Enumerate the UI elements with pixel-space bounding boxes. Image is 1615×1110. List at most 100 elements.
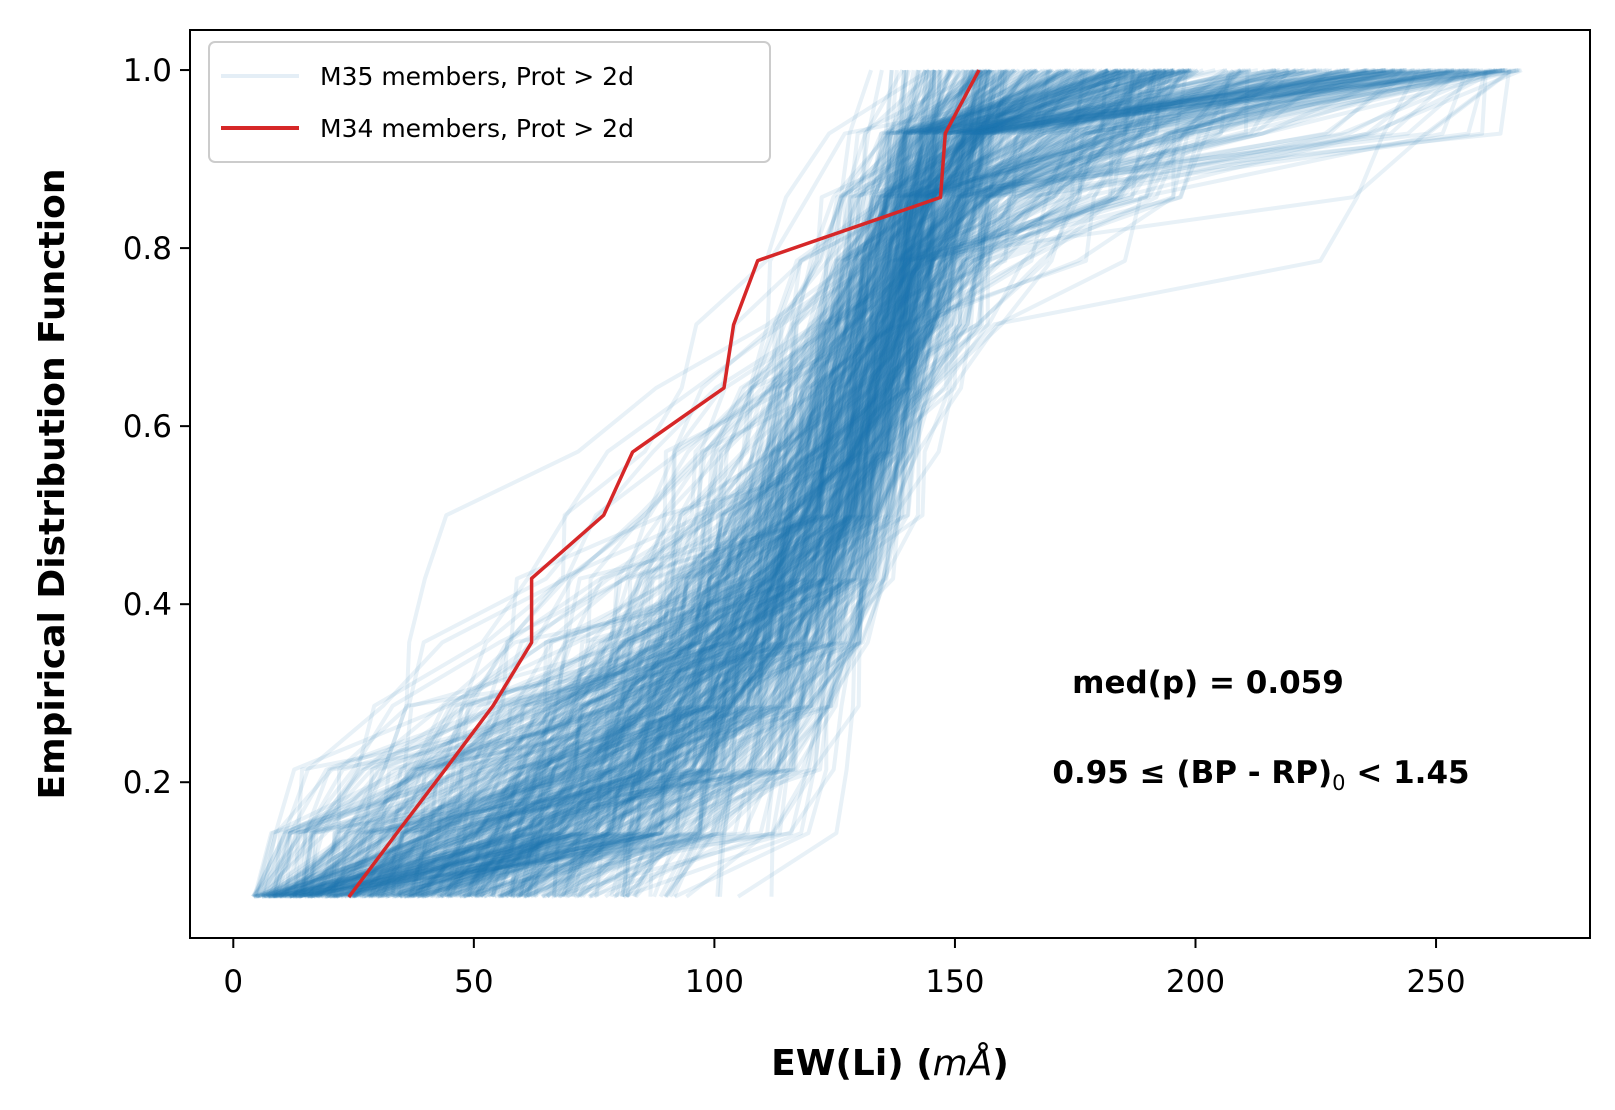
m35-sample-line <box>282 68 1167 899</box>
m35-sample-line <box>332 69 1141 899</box>
m35-sample-line <box>521 68 1136 898</box>
m35-sample-line <box>261 68 1182 899</box>
m35-sample-line <box>344 69 981 899</box>
m35-sample-line <box>410 68 1085 899</box>
m35-sample-line <box>317 69 968 899</box>
m35-sample-line <box>504 68 1190 899</box>
m35-sample-line <box>498 68 1110 899</box>
m35-sample-line <box>357 68 1451 899</box>
m35-sample-line <box>333 69 905 897</box>
m35-sample-line <box>266 68 1333 899</box>
m35-sample-line <box>313 68 981 898</box>
m35-sample-line <box>503 68 1119 898</box>
m35-sample-line <box>325 69 981 899</box>
m35-sample-line <box>522 68 1377 899</box>
m35-sample-line <box>513 68 1320 898</box>
m35-sample-line <box>287 68 1342 899</box>
m35-sample-line <box>304 68 1376 899</box>
m35-sample-line <box>444 68 1120 898</box>
m35-sample-line <box>604 68 1145 899</box>
m35-sample-line <box>273 68 1281 899</box>
m35-sample-line <box>350 68 1191 899</box>
m35-sample-line <box>433 69 945 899</box>
m35-sample-line <box>308 69 989 899</box>
m35-sample-line <box>255 68 1163 899</box>
annotation-subscript: 0 <box>1332 771 1345 795</box>
m35-sample-line <box>342 68 1015 899</box>
m35-sample-line <box>288 70 906 899</box>
m35-sample-line <box>352 70 1142 898</box>
m35-sample-line <box>622 69 981 897</box>
m35-sample-line <box>252 69 983 898</box>
m35-sample-line <box>406 68 1110 899</box>
m35-sample-line <box>284 68 1162 899</box>
m35-sample-line <box>483 68 1160 899</box>
m35-sample-line <box>523 69 993 899</box>
m35-sample-line <box>406 68 1127 899</box>
m35-sample-line <box>572 69 894 898</box>
m35-sample-line <box>466 68 1192 898</box>
m35-sample-line <box>622 68 1394 899</box>
m35-sample-line <box>625 68 1292 897</box>
m35-sample-line <box>612 68 1277 899</box>
m35-sample-line <box>279 68 1188 899</box>
m35-sample-line <box>323 69 1420 899</box>
m35-sample-line <box>479 70 1250 898</box>
m35-sample-line <box>555 68 1069 898</box>
y-tick-label: 0.4 <box>123 587 172 623</box>
m35-sample-line <box>588 68 1520 899</box>
m35-sample-line <box>319 69 995 899</box>
m35-sample-line <box>517 69 996 899</box>
m35-sample-line <box>295 68 989 899</box>
m35-sample-line <box>381 68 975 899</box>
m35-sample-line <box>313 68 1170 899</box>
m35-sample-line <box>345 69 1002 899</box>
m35-sample-line <box>313 68 1167 899</box>
m35-sample-line <box>573 68 1455 899</box>
m35-sample-line <box>391 68 1129 897</box>
x-axis-unit: mÅ <box>933 1041 993 1084</box>
m35-sample-line <box>352 68 1192 899</box>
y-tick-label: 0.6 <box>123 409 172 445</box>
m35-sample-line <box>378 68 931 898</box>
m35-sample-line <box>490 68 1028 898</box>
m35-sample-line <box>546 70 984 899</box>
m35-sample-line <box>317 68 1175 899</box>
m35-sample-line <box>672 69 1005 898</box>
y-tick-label: 1.0 <box>123 53 172 89</box>
m35-sample-line <box>459 69 980 899</box>
m35-sample-line <box>309 68 1469 897</box>
m35-sample-line <box>415 68 1246 899</box>
m35-sample-line <box>448 69 935 899</box>
m35-sample-line <box>575 68 1097 899</box>
m35-sample-line <box>377 68 1009 899</box>
m35-sample-line <box>349 68 1517 898</box>
m35-sample-line <box>406 69 979 899</box>
m35-sample-line <box>407 68 951 898</box>
m35-sample-line <box>415 68 1128 897</box>
m35-sample-line <box>292 68 1521 899</box>
m35-sample-line <box>366 69 911 898</box>
m35-sample-line <box>320 68 1478 899</box>
m35-sample-line <box>349 68 1351 899</box>
m35-sample-line <box>415 68 1503 899</box>
x-tick-label: 250 <box>1406 964 1465 1000</box>
m35-sample-line <box>440 68 1039 899</box>
m35-sample-line <box>298 68 1185 898</box>
x-tick-label: 200 <box>1166 964 1225 1000</box>
m35-sample-line <box>288 69 967 899</box>
m35-sample-line <box>474 69 1023 898</box>
m35-sample-line <box>463 68 1359 899</box>
m35-sample-line <box>301 68 1317 897</box>
m35-sample-line <box>489 69 976 898</box>
m35-sample-line <box>292 68 1131 898</box>
m35-sample-line <box>437 69 997 899</box>
m35-sample-line <box>356 68 937 898</box>
m35-sample-line <box>270 68 983 899</box>
m35-sample-line <box>523 68 1368 899</box>
m35-sample-line <box>517 68 1120 898</box>
m35-sample-line <box>372 68 1156 899</box>
legend: M35 members, Prot > 2d M34 members, Prot… <box>208 41 771 163</box>
m35-sample-line <box>403 68 1491 899</box>
m35-sample-line <box>428 68 1327 899</box>
